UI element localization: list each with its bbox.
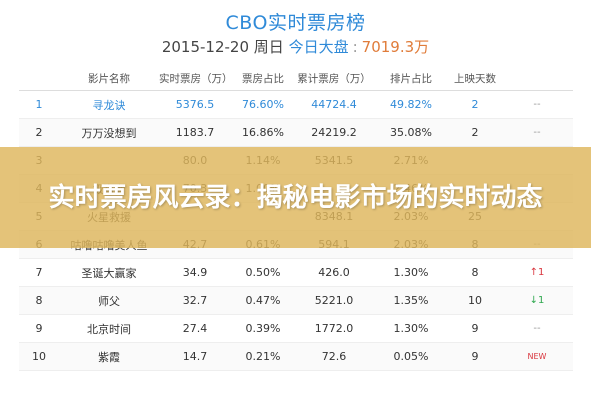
screening-share-cell: 49.82% (390, 98, 432, 111)
table-row[interactable]: 9 北京时间 27.4 0.39% 1772.0 1.30% 9 -- (19, 315, 573, 343)
table-row[interactable]: 1 寻龙诀 5376.5 76.60% 44724.4 49.82% 2 -- (19, 91, 573, 119)
cumulative-gross-cell: 5221.0 (314, 294, 354, 307)
colon-separator: : (352, 38, 358, 56)
header-screening-share: 排片占比 (390, 72, 432, 85)
date-label: 2015-12-20 周日 (161, 38, 284, 56)
movie-name-cell: 圣诞大赢家 (81, 266, 137, 280)
days-cell: 2 (471, 126, 479, 139)
movie-name-cell: 万万没想到 (81, 126, 137, 140)
realtime-gross-cell: 27.4 (182, 322, 208, 335)
overlay-banner: 实时票房风云录：揭秘电影市场的实时动态 (0, 147, 591, 248)
gross-share-cell: 16.86% (242, 126, 284, 139)
movie-name-cell: 紫霞 (98, 350, 120, 364)
movie-name-cell: 师父 (98, 294, 120, 308)
total-gross: 7019.3万 (361, 38, 430, 56)
screening-share-cell: 1.30% (393, 266, 429, 279)
screening-share-cell: 1.30% (393, 322, 429, 335)
banner-title: 实时票房风云录：揭秘电影市场的实时动态 (48, 182, 543, 213)
header-share: 票房占比 (242, 72, 284, 85)
table-row[interactable]: 10 紫霞 14.7 0.21% 72.6 0.05% 9 NEW (19, 343, 573, 371)
realtime-gross-cell: 32.7 (182, 294, 208, 307)
movie-name-cell: 寻龙诀 (92, 98, 126, 112)
movie-name-cell: 北京时间 (87, 322, 131, 336)
screening-share-cell: 35.08% (390, 126, 432, 139)
rank-cell: 7 (35, 266, 43, 279)
gross-share-cell: 0.50% (245, 266, 281, 279)
trend-cell: ↓1 (529, 295, 545, 306)
gross-share-cell: 76.60% (242, 98, 284, 111)
trend-cell: -- (533, 127, 541, 138)
days-cell: 2 (471, 98, 479, 111)
subtitle: 2015-12-20 周日 今日大盘:7019.3万 (0, 36, 591, 57)
table-row[interactable]: 2 万万没想到 1183.7 16.86% 24219.2 35.08% 2 -- (19, 119, 573, 147)
gross-share-cell: 0.47% (245, 294, 281, 307)
header-cumulative: 累计票房（万） (297, 72, 371, 85)
rank-cell: 9 (35, 322, 43, 335)
cumulative-gross-cell: 1772.0 (314, 322, 354, 335)
cumulative-gross-cell: 426.0 (318, 266, 350, 279)
screening-share-cell: 0.05% (393, 350, 429, 363)
rank-cell: 10 (32, 350, 46, 363)
trend-cell: -- (533, 323, 541, 334)
cumulative-gross-cell: 44724.4 (311, 98, 357, 111)
gross-share-cell: 0.21% (245, 350, 281, 363)
page-title: CBO实时票房榜 (225, 12, 366, 34)
gross-label: 今日大盘 (288, 38, 349, 56)
header-days: 上映天数 (454, 72, 496, 85)
rank-cell: 2 (35, 126, 43, 139)
screening-share-cell: 1.35% (393, 294, 429, 307)
cumulative-gross-cell: 72.6 (321, 350, 347, 363)
realtime-gross-cell: 34.9 (182, 266, 208, 279)
days-cell: 9 (471, 322, 479, 335)
days-cell: 8 (471, 266, 479, 279)
rank-cell: 1 (35, 98, 43, 111)
rank-cell: 8 (35, 294, 43, 307)
table-header: 影片名称 实时票房（万） 票房占比 累计票房（万） 排片占比 上映天数 (19, 66, 573, 91)
trend-cell: -- (533, 99, 541, 110)
cumulative-gross-cell: 24219.2 (311, 126, 357, 139)
header-gross: 实时票房（万） (159, 72, 231, 85)
header-name: 影片名称 (88, 72, 130, 85)
days-cell: 10 (468, 294, 482, 307)
trend-cell: ↑1 (529, 267, 545, 278)
realtime-gross-cell: 1183.7 (175, 126, 215, 139)
gross-share-cell: 0.39% (245, 322, 281, 335)
trend-cell: NEW (527, 352, 547, 361)
realtime-gross-cell: 14.7 (182, 350, 208, 363)
table-row[interactable]: 8 师父 32.7 0.47% 5221.0 1.35% 10 ↓1 (19, 287, 573, 315)
days-cell: 9 (471, 350, 479, 363)
realtime-gross-cell: 5376.5 (175, 98, 215, 111)
table-row[interactable]: 7 圣诞大赢家 34.9 0.50% 426.0 1.30% 8 ↑1 (19, 259, 573, 287)
